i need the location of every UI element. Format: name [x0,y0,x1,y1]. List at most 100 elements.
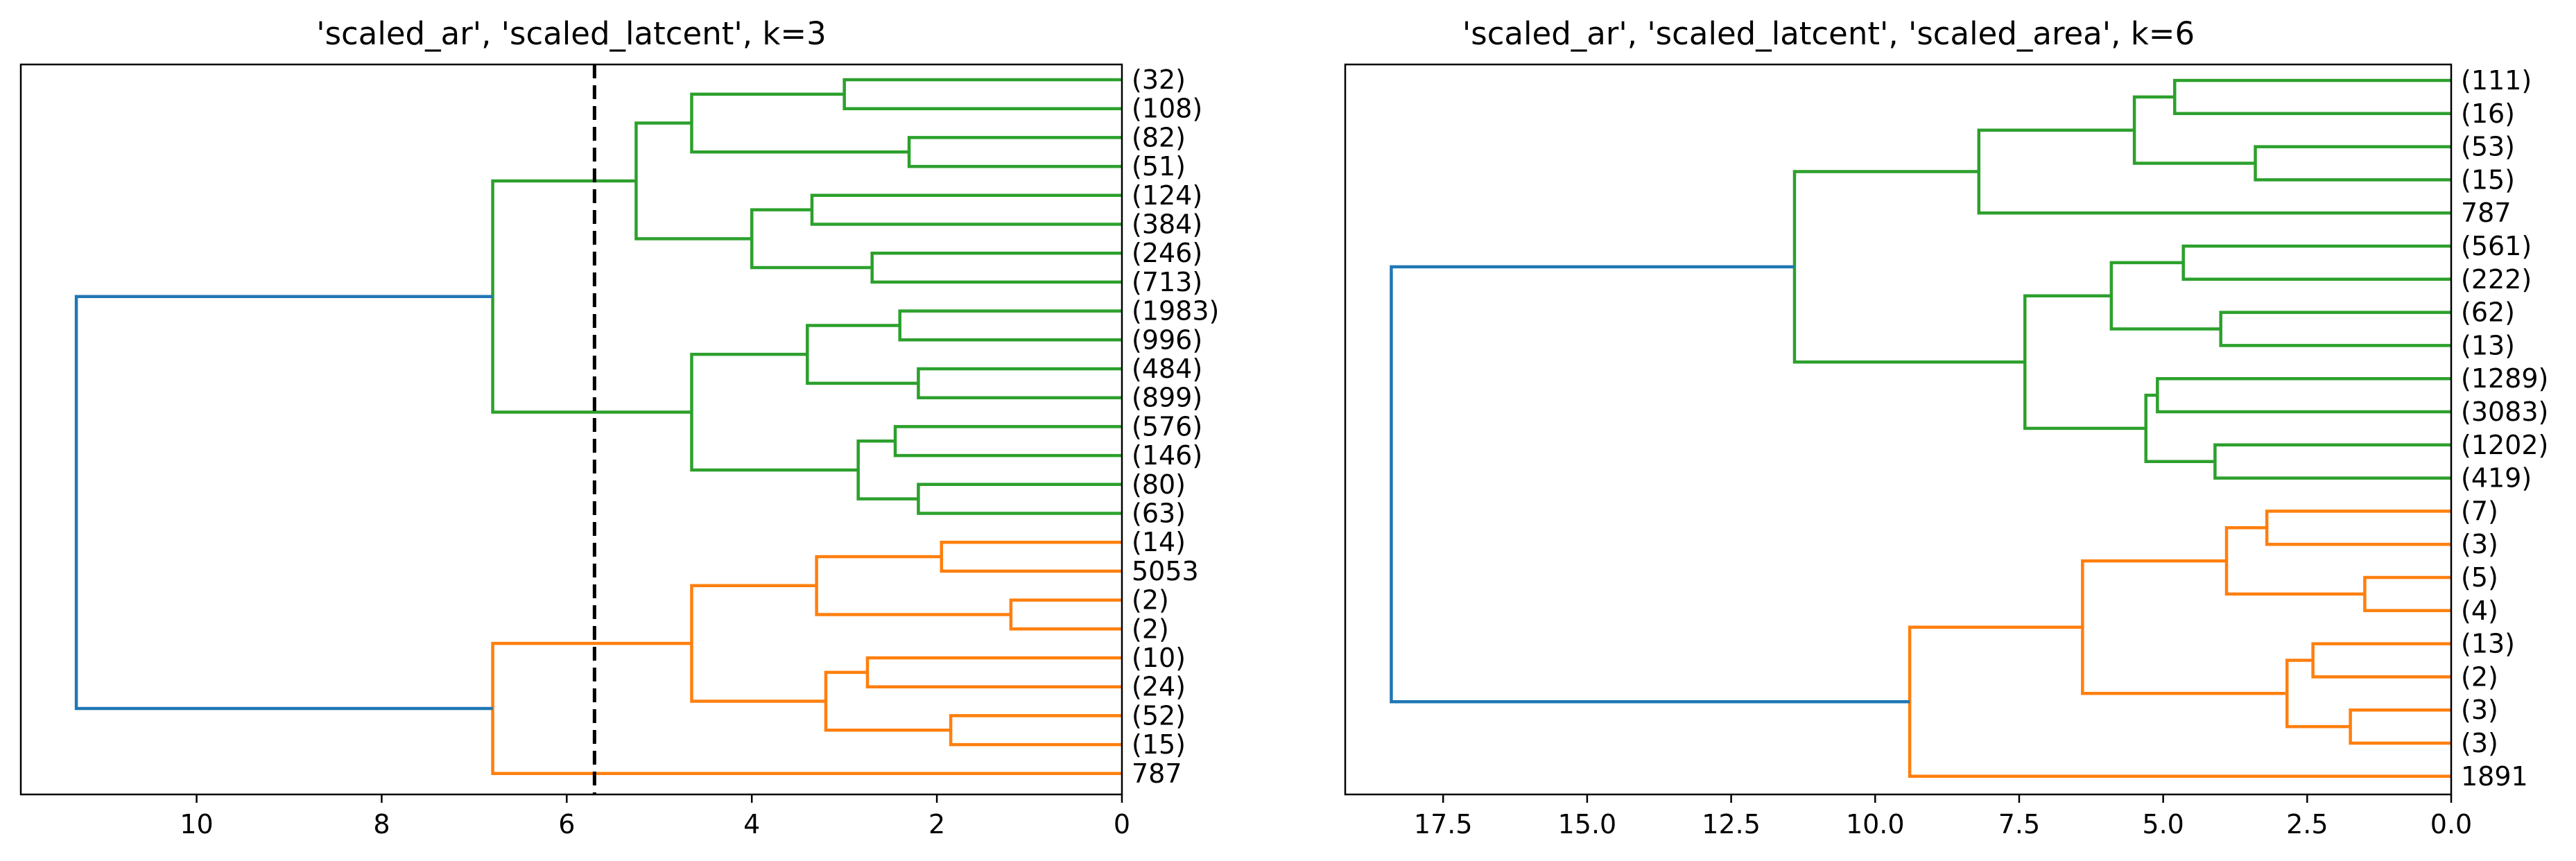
x-tick-label: 4 [743,809,760,840]
leaf-label: (13) [2461,629,2515,659]
leaf-label: (561) [2461,231,2532,261]
leaf-label: (222) [2461,264,2532,295]
leaf-label: (3083) [2461,397,2548,427]
leaf-label: (16) [2461,98,2515,129]
dendrogram-link [2254,145,2451,182]
dendrogram-link [917,482,1122,515]
leaf-label: (2) [1132,585,1169,616]
x-tick-label: 10.0 [1846,809,1905,840]
leaf-label: (62) [2461,297,2515,328]
leaf-label: (51) [1132,151,1186,182]
leaf-label: (108) [1132,94,1202,124]
dendrogram-link [634,121,752,241]
right-chart-title: 'scaled_ar', 'scaled_latcent', 'scaled_a… [1462,15,2195,52]
leaf-label: (3) [2461,529,2498,559]
right-plot-frame [1344,63,2453,796]
leaf-label: (4) [2461,595,2498,626]
leaf-label: (996) [1132,324,1202,355]
dendrogram-link [1792,170,2025,364]
dendrogram-link [940,540,1122,573]
dendrogram-link [1009,598,1122,631]
x-tick-label: 2 [928,809,945,840]
dendrogram-link [2156,376,2451,414]
dendrogram-link [491,179,692,414]
left-dendrogram-panel: 'scaled_ar', 'scaled_latcent', k=3 (32)(… [19,15,1219,840]
dendrogram-link [2349,708,2451,745]
leaf-label: (1983) [1132,296,1219,327]
left-chart-title: 'scaled_ar', 'scaled_latcent', k=3 [316,15,827,52]
dendrogram-link [810,193,1122,226]
leaf-label: (3) [2461,695,2498,725]
dendrogram-link [893,425,1122,458]
dendrogram-link [1977,128,2451,215]
x-tick-label: 0 [1114,809,1130,840]
leaf-label: (111) [2461,65,2532,96]
dendrogram-link [690,584,826,703]
x-tick-label: 0.0 [2430,809,2472,840]
leaf-label: (63) [1132,498,1186,529]
leaf-label: (24) [1132,672,1186,702]
dendrogram-link [806,324,919,385]
leaf-label: (124) [1132,180,1202,211]
leaf-label: (5) [2461,562,2498,593]
leaf-label: (899) [1132,383,1202,413]
x-tick-label: 8 [373,809,390,840]
dendrogram-link [1908,625,2451,779]
leaf-label: (1202) [2461,430,2548,460]
leaf-label: (15) [2461,164,2515,195]
leaf-label: (246) [1132,238,1202,268]
leaf-label: 5053 [1132,556,1199,586]
leaf-label: (384) [1132,209,1202,240]
dendrogram-link [842,78,1122,110]
leaf-label: (1289) [2461,363,2548,394]
dendrogram-link [2285,659,2351,729]
leaf-label: (82) [1132,122,1186,153]
leaf-label: (2) [2461,661,2498,692]
dendrogram-link [1390,265,1910,704]
x-tick-label: 15.0 [1558,809,1617,840]
leaf-label: (14) [1132,527,1186,557]
dendrogram-link [870,251,1122,284]
leaf-label: (15) [1132,729,1186,760]
leaf-label: (576) [1132,411,1202,442]
leaf-label: (3) [2461,728,2498,758]
x-tick-label: 6 [558,809,575,840]
dendrogram-link [74,295,493,711]
leaf-label: (52) [1132,700,1186,731]
dendrogram-link [2311,642,2451,679]
dendrogram-link [2219,311,2451,347]
x-tick-label: 12.5 [1702,809,1761,840]
dendrogram-link [2265,510,2451,546]
leaf-label: (419) [2461,463,2532,494]
dendrogram-link [690,92,910,154]
x-tick-label: 2.5 [2286,809,2328,840]
leaf-label: (53) [2461,132,2515,162]
left-plot-frame [19,63,1123,796]
dendrogram-link [2173,78,2451,116]
x-tick-label: 17.5 [1414,809,1473,840]
right-dendrogram-panel: 'scaled_ar', 'scaled_latcent', 'scaled_a… [1344,15,2548,840]
leaf-label: (146) [1132,440,1202,471]
dendrogram-link [690,352,858,472]
leaf-label: (32) [1132,64,1186,95]
dendrogram-link [2023,294,2146,430]
leaf-label: (13) [2461,330,2515,360]
dendrogram-link [917,367,1122,399]
dendrogram-link [2363,575,2451,613]
dendrogram-link [750,208,872,270]
dendrogram-link [898,309,1122,342]
dendrogram-link [824,670,951,732]
leaf-label: (2) [1132,614,1169,644]
dendrogram-link [2132,95,2256,165]
leaf-label: (484) [1132,354,1202,384]
leaf-label: 1891 [2461,761,2528,792]
dendrogram-link [491,641,1122,776]
dendrogram-link [2109,261,2221,331]
leaf-label: 787 [1132,758,1182,789]
dendrogram-link [907,136,1122,168]
dendrogram-link [2213,443,2451,480]
dendrogram-link [815,555,1011,616]
leaf-label: (7) [2461,496,2498,526]
dendrogram-link [865,656,1122,688]
